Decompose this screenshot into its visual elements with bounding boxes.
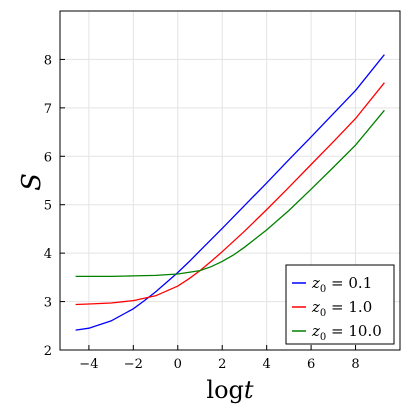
y-tick-label: 8	[44, 53, 52, 68]
x-tick-label: −4	[79, 357, 98, 372]
y-tick-label: 7	[44, 102, 52, 117]
x-tick-label: 0	[174, 357, 182, 372]
y-tick-label: 6	[44, 150, 52, 165]
y-tick-label: 5	[44, 199, 52, 214]
legend-label-2: z0 = 10.0	[311, 322, 382, 343]
series-line-0	[75, 54, 385, 331]
x-tick-label: 8	[351, 357, 359, 372]
legend-label-1: z0 = 1.0	[311, 298, 372, 319]
series-line-2	[75, 109, 385, 278]
x-tick-label: −2	[124, 357, 143, 372]
y-tick-label: 2	[44, 344, 52, 359]
y-tick-label: 3	[44, 296, 52, 311]
y-axis-title: S	[17, 173, 47, 191]
plot-frame	[59, 10, 401, 351]
legend-label-0: z0 = 0.1	[311, 274, 372, 295]
grid-lines	[60, 11, 400, 351]
tick-labels: −4 −2 0 2 4 6 8 2 3 4 5 6 7 8	[44, 53, 360, 372]
x-tick-label: 2	[218, 357, 226, 372]
legend: z0 = 0.1 z0 = 1.0 z0 = 10.0	[285, 264, 395, 345]
x-axis-title: logt	[206, 376, 254, 404]
x-tick-label: 4	[263, 357, 271, 372]
x-tick-label: 6	[307, 357, 315, 372]
series-line-1	[75, 82, 385, 306]
y-tick-label: 4	[44, 247, 52, 262]
axis-ticks	[60, 58, 357, 351]
series-lines	[75, 54, 385, 331]
